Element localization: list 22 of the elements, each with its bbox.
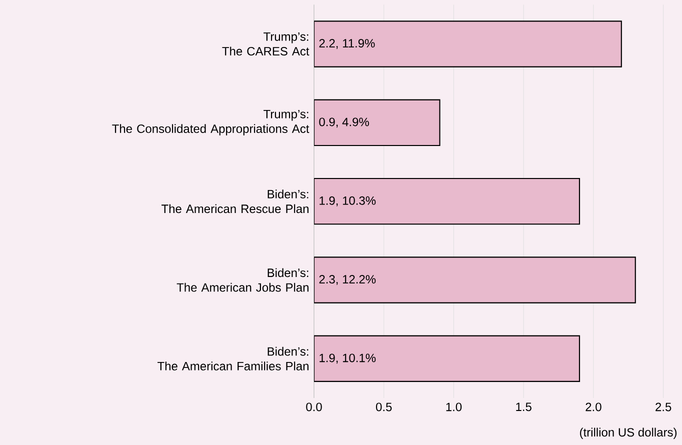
y-tick-label: Biden’s: The American Families Plan	[158, 346, 308, 370]
data-label: 0.9, 4.9%	[319, 118, 369, 128]
y-tick-label: Biden’s: The American Jobs Plan	[176, 268, 308, 292]
x-tick-label: 2.5	[656, 402, 672, 412]
data-label: 2.2, 11.9%	[319, 39, 375, 49]
data-label: 1.9, 10.3%	[320, 196, 376, 206]
x-tick-label: 0.5	[376, 402, 392, 412]
x-axis-title: (trillion US dollars)	[580, 428, 677, 439]
bar	[314, 99, 440, 146]
x-tick-label: 2.0	[586, 402, 602, 412]
y-tick-label: Biden’s: The American Rescue Plan	[162, 190, 308, 214]
x-tick-label: 1.0	[446, 402, 462, 412]
bar	[314, 20, 622, 68]
x-tick-label: 1.5	[516, 402, 532, 412]
bar	[314, 335, 580, 382]
data-label: 1.9, 10.1%	[320, 354, 376, 364]
y-tick-label: Trump’s: The CARES Act	[222, 32, 310, 56]
x-tick-label: 0.0	[306, 402, 322, 412]
y-tick-label: Trump’s: The Consolidated Appropriations Act	[112, 110, 310, 136]
bar	[314, 256, 636, 304]
data-label: 2.3, 12.2%	[319, 275, 376, 285]
bar	[314, 178, 580, 225]
